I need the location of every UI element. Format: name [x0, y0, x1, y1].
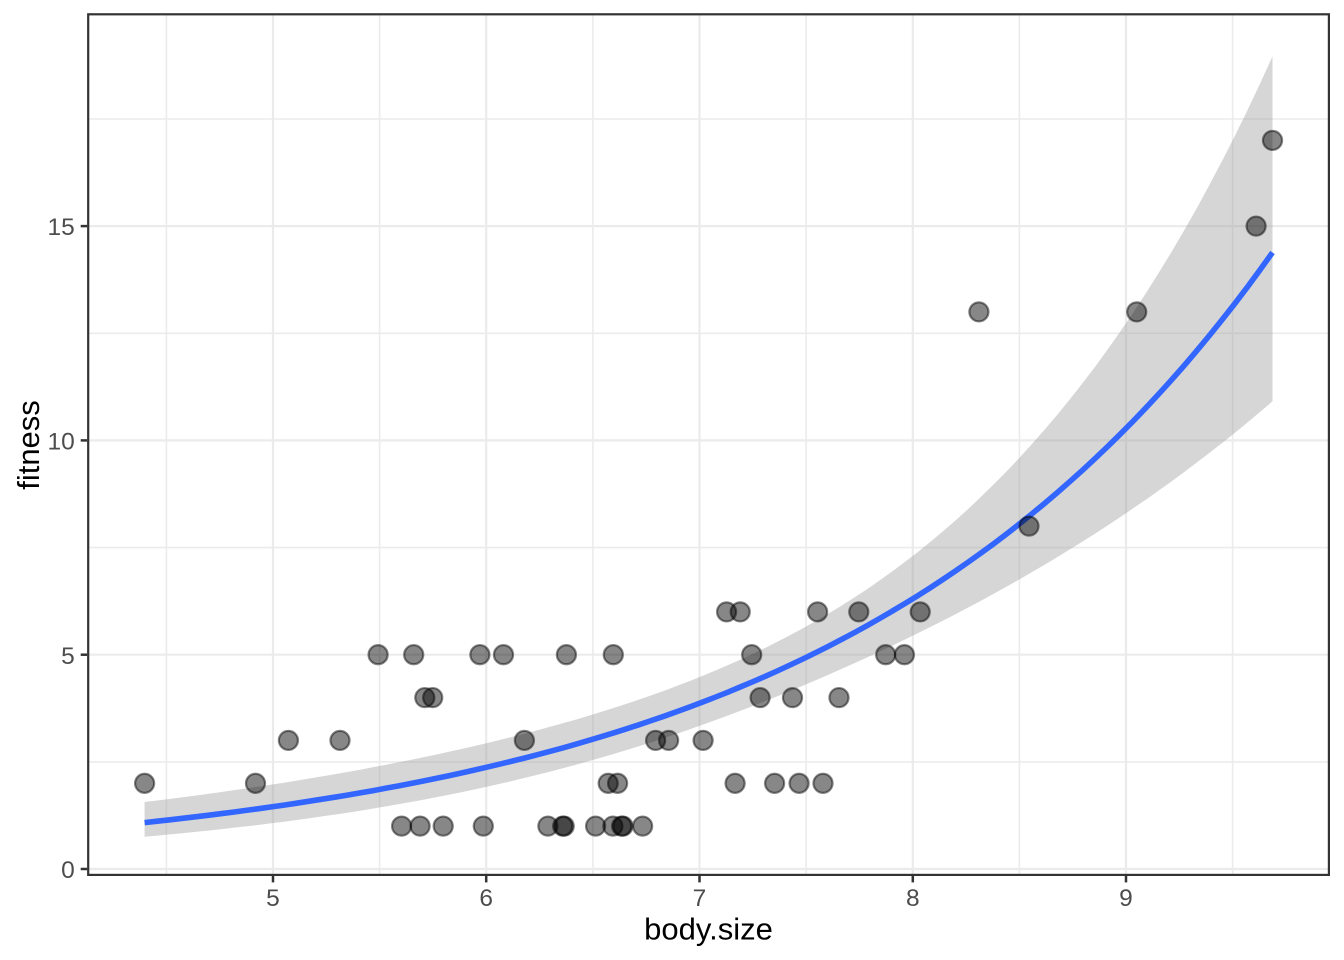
svg-text:15: 15: [48, 214, 75, 241]
svg-text:7: 7: [693, 885, 707, 912]
svg-text:fitness: fitness: [11, 400, 46, 490]
svg-text:0: 0: [61, 857, 75, 884]
svg-text:9: 9: [1119, 885, 1133, 912]
svg-text:body.size: body.size: [644, 911, 773, 946]
svg-text:5: 5: [61, 643, 75, 670]
svg-text:8: 8: [906, 885, 920, 912]
svg-text:5: 5: [266, 885, 280, 912]
svg-text:6: 6: [479, 885, 493, 912]
svg-text:10: 10: [48, 429, 75, 456]
